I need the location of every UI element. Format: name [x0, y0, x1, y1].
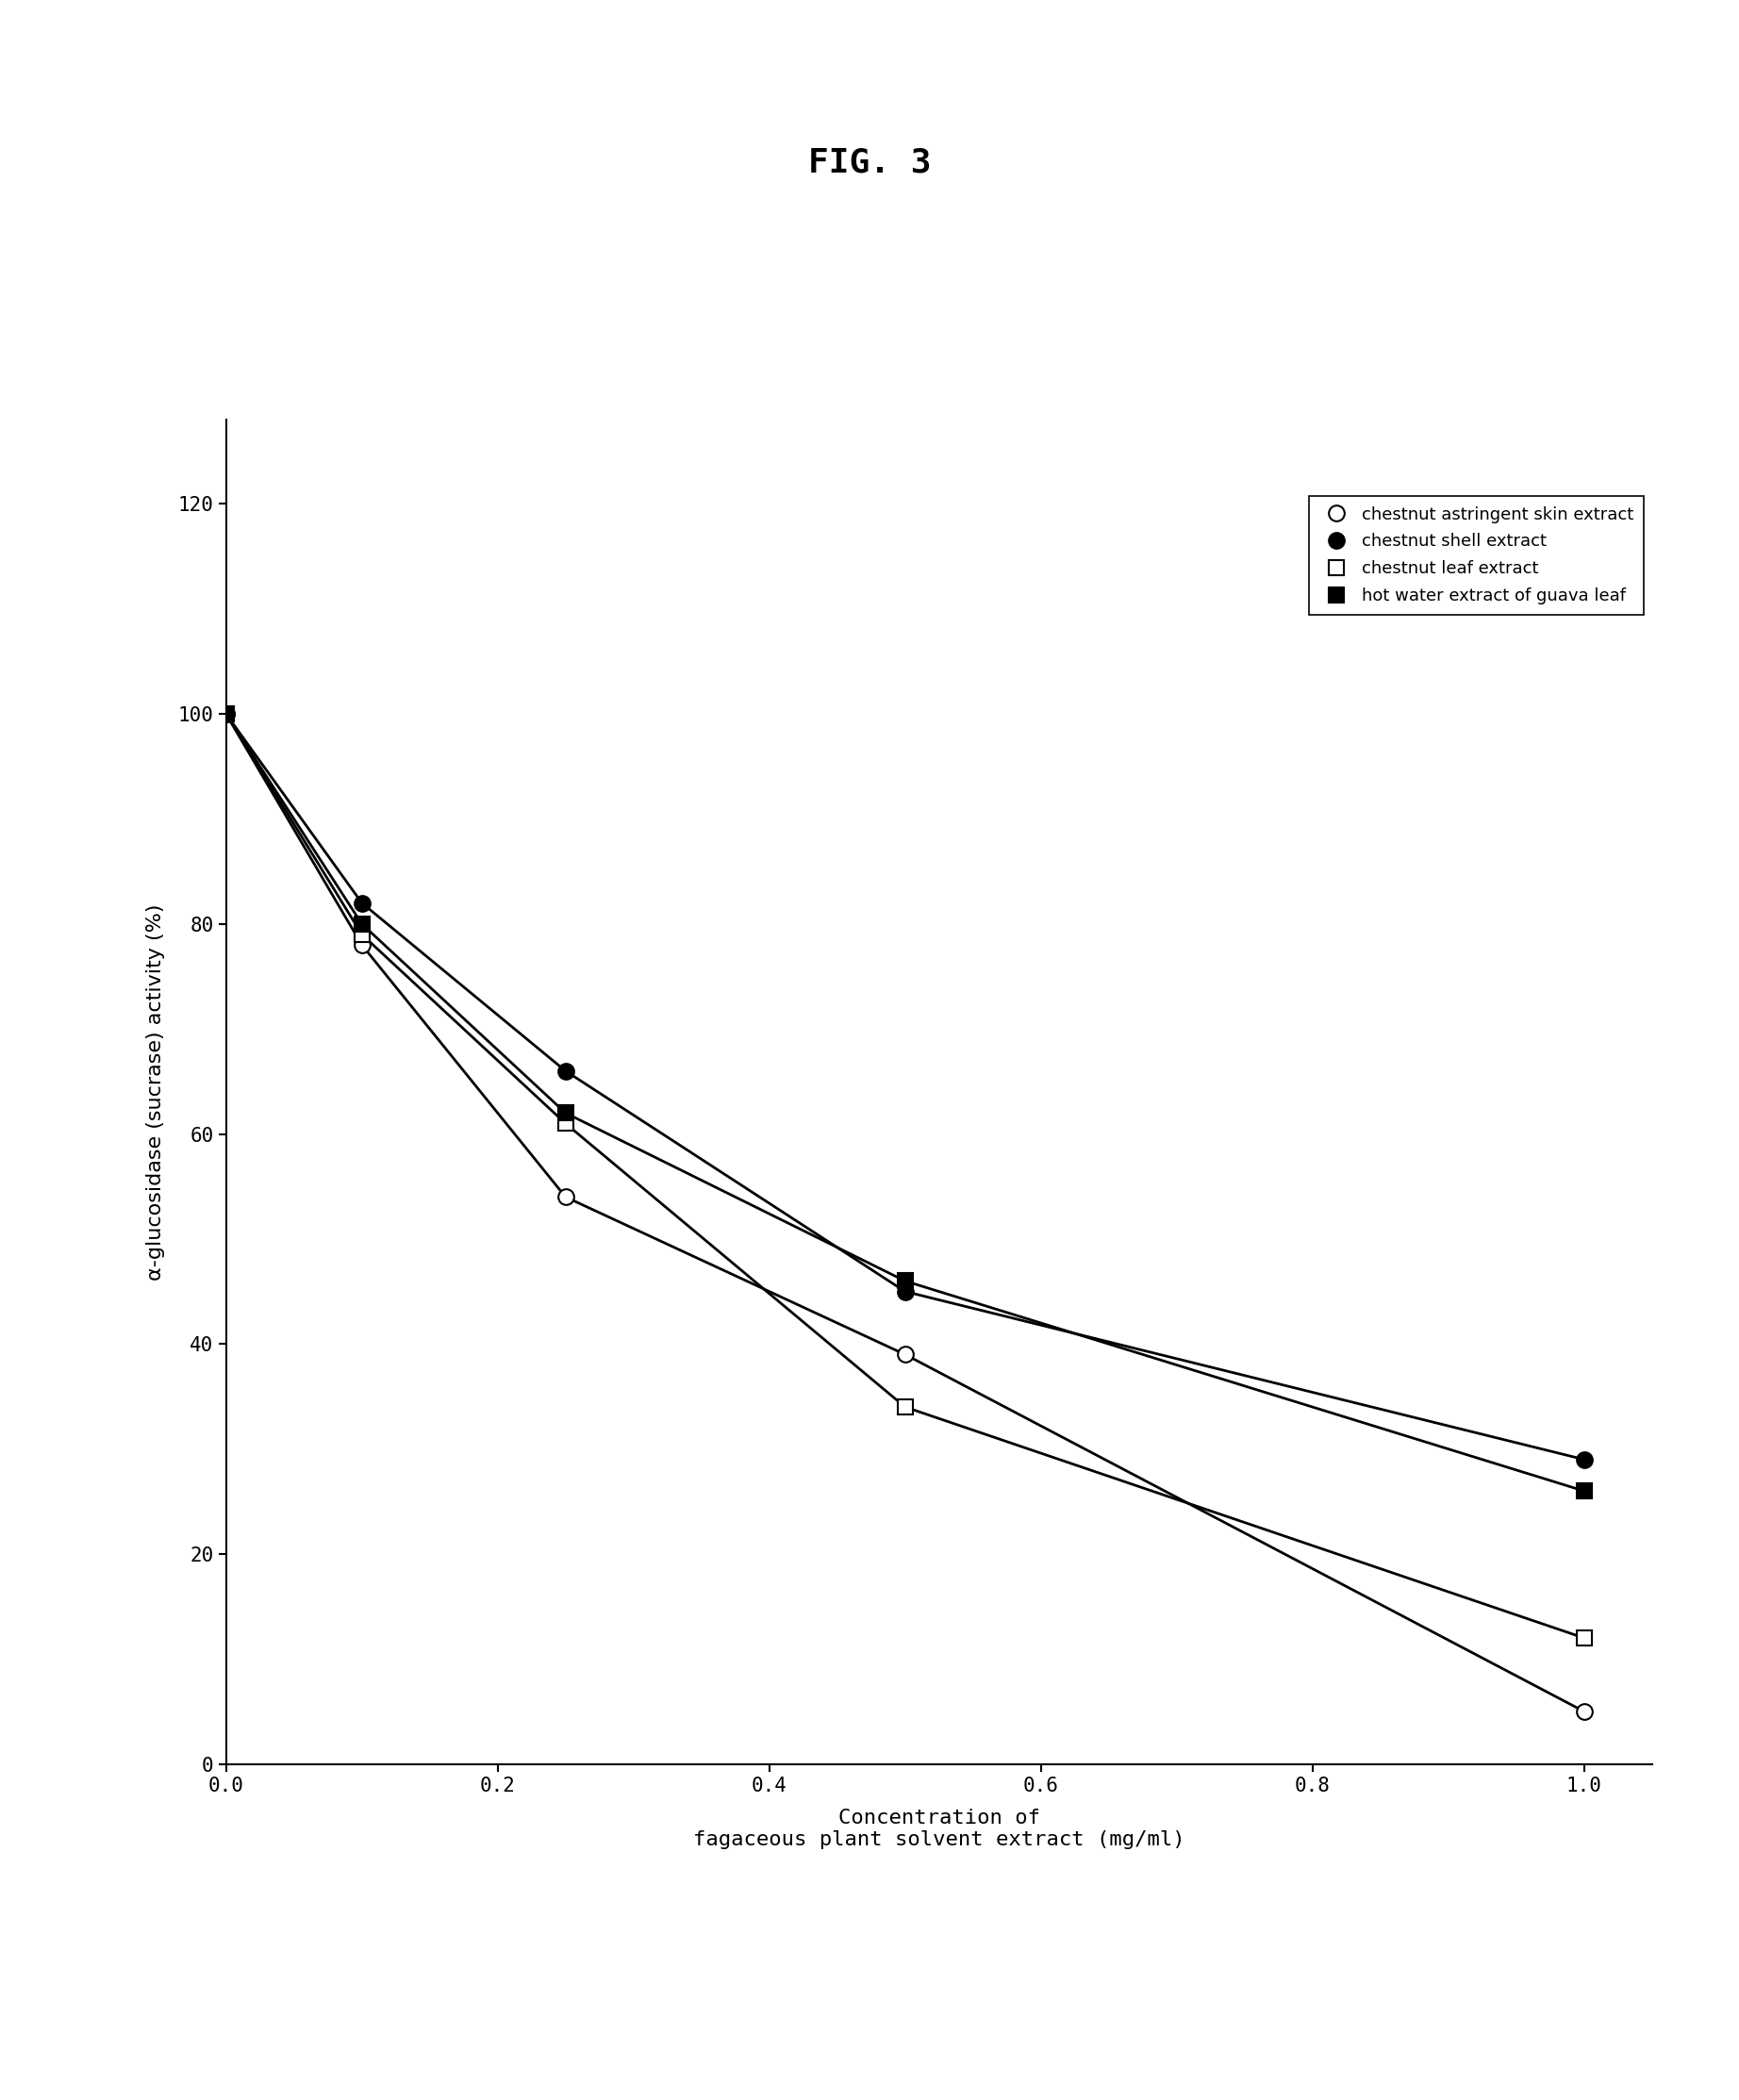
Text: FIG. 3: FIG. 3 — [809, 147, 930, 179]
Y-axis label: α-glucosidase (sucrase) activity (%): α-glucosidase (sucrase) activity (%) — [146, 903, 165, 1281]
Legend: chestnut astringent skin extract, chestnut shell extract, chestnut leaf extract,: chestnut astringent skin extract, chestn… — [1309, 496, 1643, 615]
X-axis label: Concentration of
fagaceous plant solvent extract (mg/ml): Concentration of fagaceous plant solvent… — [694, 1808, 1184, 1850]
